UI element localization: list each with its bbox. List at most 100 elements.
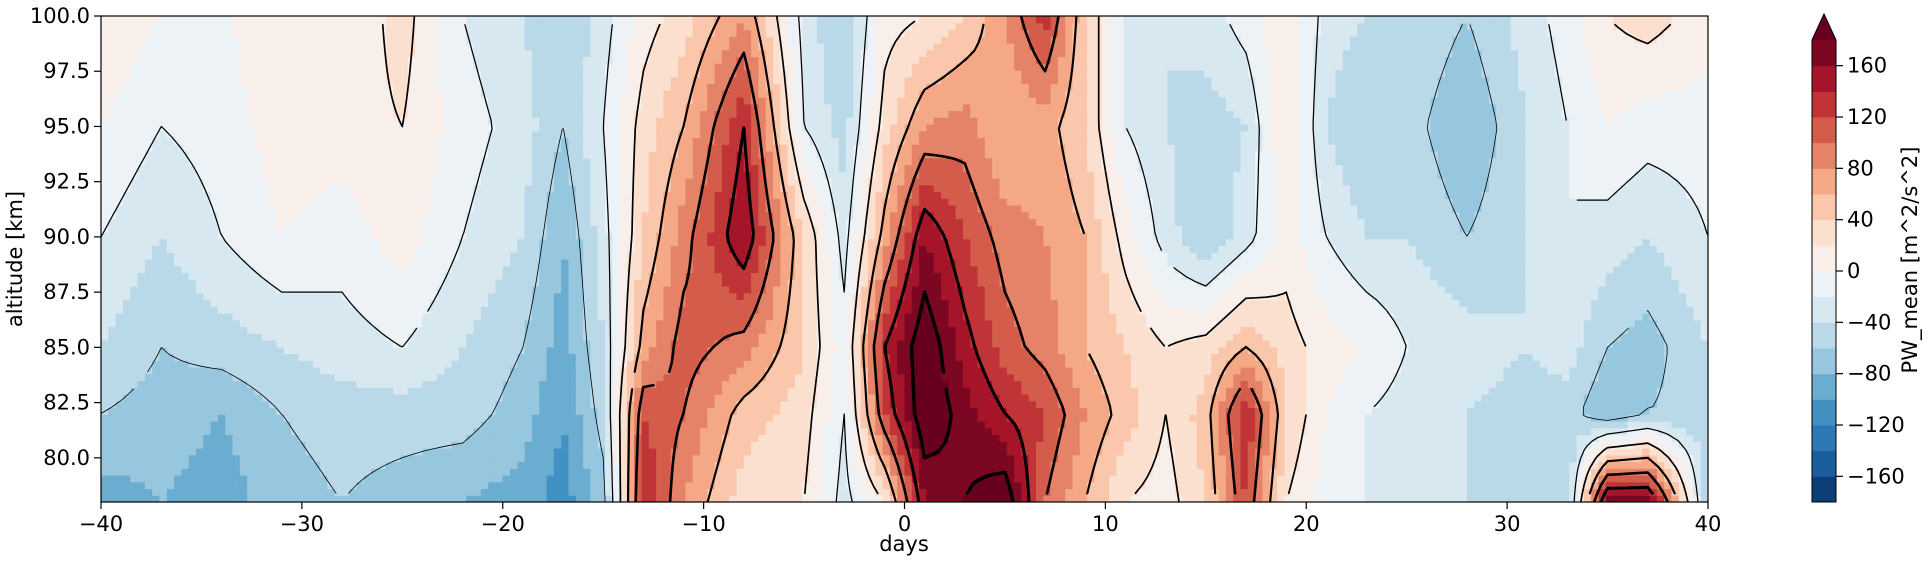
heatmap-cell <box>429 171 438 179</box>
heatmap-cell <box>444 171 453 179</box>
heatmap-cell <box>356 151 365 159</box>
heatmap-cell <box>320 49 329 58</box>
heatmap-cell <box>261 151 270 159</box>
heatmap-cell <box>437 272 445 280</box>
heatmap-cell <box>437 245 445 253</box>
heatmap-cell <box>517 144 526 152</box>
heatmap-cell <box>115 151 124 159</box>
heatmap-cell <box>531 367 540 375</box>
heatmap-cell <box>488 164 497 172</box>
heatmap-cell <box>283 461 292 469</box>
heatmap-cell <box>239 90 248 98</box>
heatmap-cell <box>568 360 577 368</box>
heatmap-cell <box>422 340 431 348</box>
heatmap-cell <box>130 97 139 105</box>
heatmap-cell <box>356 394 365 402</box>
heatmap-cell <box>371 286 380 294</box>
heatmap-cell <box>290 441 299 449</box>
heatmap-cell <box>488 353 497 361</box>
heatmap-cell <box>312 205 321 213</box>
heatmap-cell <box>276 252 285 260</box>
heatmap-cell <box>305 488 314 496</box>
heatmap-cell <box>437 211 445 220</box>
heatmap-cell <box>254 90 263 98</box>
heatmap-cell <box>247 353 255 361</box>
heatmap-cell <box>269 313 277 321</box>
heatmap-cell <box>254 191 263 199</box>
heatmap-cell <box>429 265 438 274</box>
heatmap-cell <box>531 259 540 267</box>
heatmap-cell <box>517 319 526 328</box>
heatmap-cell <box>261 117 270 125</box>
heatmap-cell <box>583 400 591 409</box>
heatmap-cell <box>137 191 146 199</box>
heatmap-cell <box>342 407 350 415</box>
heatmap-cell <box>181 346 190 355</box>
heatmap-cell <box>480 76 489 85</box>
heatmap-cell <box>115 387 124 395</box>
heatmap-cell <box>393 124 402 132</box>
heatmap-cell <box>539 225 548 233</box>
heatmap-cell <box>283 70 292 78</box>
heatmap-cell <box>415 319 423 328</box>
heatmap-cell <box>254 319 263 328</box>
heatmap-cell <box>502 421 511 429</box>
heatmap-cell <box>312 252 321 260</box>
heatmap-cell <box>444 70 453 78</box>
heatmap-cell <box>385 495 394 502</box>
heatmap-cell <box>122 110 131 118</box>
heatmap-cell <box>122 124 131 132</box>
heatmap-cell <box>174 265 182 274</box>
heatmap-cell <box>115 171 124 179</box>
heatmap-cell <box>480 475 489 483</box>
heatmap-cell <box>480 245 489 253</box>
heatmap-cell <box>371 353 380 361</box>
heatmap-cell <box>261 83 270 91</box>
heatmap-cell <box>444 198 453 206</box>
heatmap-cell <box>495 137 504 145</box>
heatmap-cell <box>101 421 109 429</box>
heatmap-cell <box>444 326 453 334</box>
heatmap-cell <box>415 238 423 247</box>
heatmap-cell <box>393 22 402 31</box>
heatmap-cell <box>531 373 540 382</box>
heatmap-cell <box>553 468 562 476</box>
heatmap-cell <box>203 373 212 382</box>
heatmap-cell <box>320 387 329 395</box>
heatmap-cell <box>166 56 175 64</box>
heatmap-cell <box>488 144 497 152</box>
heatmap-cell <box>480 137 489 145</box>
heatmap-cell <box>575 225 584 233</box>
heatmap-cell <box>269 421 277 429</box>
heatmap-cell <box>363 16 372 24</box>
heatmap-cell <box>101 360 109 368</box>
heatmap-cell <box>210 117 219 125</box>
heatmap-cell <box>378 83 387 91</box>
heatmap-cell <box>327 367 336 375</box>
heatmap-cell <box>415 495 423 502</box>
heatmap-cell <box>225 63 234 71</box>
heatmap-cell <box>290 63 299 71</box>
heatmap-cell <box>407 306 416 314</box>
heatmap-cell <box>517 76 526 85</box>
heatmap-cell <box>466 63 475 71</box>
heatmap-cell <box>342 83 350 91</box>
heatmap-cell <box>261 110 270 118</box>
heatmap-cell <box>385 191 394 199</box>
heatmap-cell <box>115 245 124 253</box>
heatmap-cell <box>480 279 489 287</box>
heatmap-cell <box>217 380 226 388</box>
heatmap-cell <box>203 461 212 469</box>
heatmap-cell <box>393 434 402 442</box>
heatmap-cell <box>334 124 343 132</box>
heatmap-cell <box>283 191 292 199</box>
heatmap-cell <box>407 211 416 220</box>
heatmap-cell <box>415 171 423 179</box>
heatmap-cell <box>137 184 146 193</box>
heatmap-cell <box>210 56 219 64</box>
heatmap-cell <box>108 488 117 496</box>
heatmap-cell <box>488 171 497 179</box>
heatmap-cell <box>247 292 255 301</box>
heatmap-cell <box>312 29 321 37</box>
heatmap-cell <box>305 90 314 98</box>
